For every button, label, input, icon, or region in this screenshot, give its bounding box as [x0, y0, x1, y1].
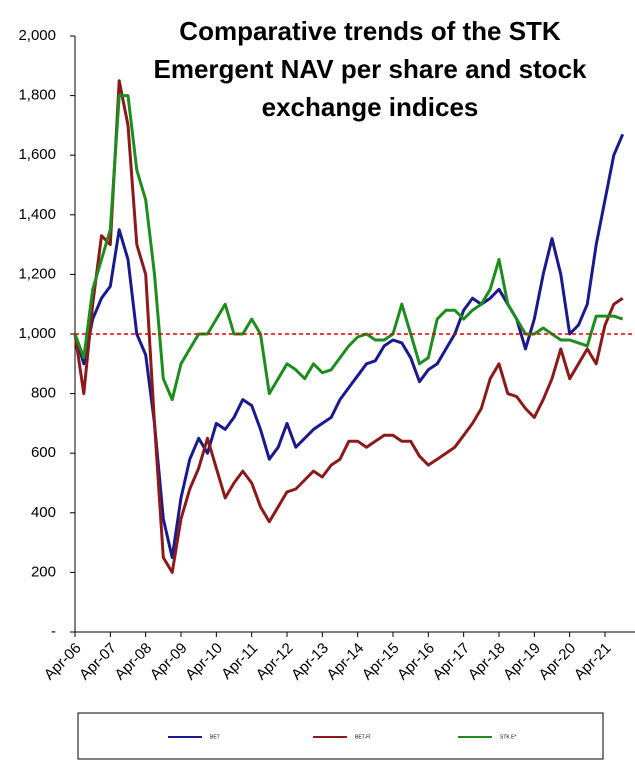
- x-tick-label: Apr-07: [76, 640, 120, 684]
- y-tick-label: 800: [31, 385, 56, 402]
- x-tick-label: Apr-19: [500, 640, 544, 684]
- series-line: [73, 133, 625, 559]
- y-tick-label: 1,200: [18, 265, 56, 282]
- y-tick-label: 2,000: [18, 27, 56, 44]
- x-tick-label: Apr-08: [111, 640, 155, 684]
- y-tick-label: 600: [31, 444, 56, 461]
- legend-label: BET: [210, 734, 220, 740]
- legend-label: BET-FI: [355, 734, 371, 740]
- series-line: [73, 94, 624, 402]
- y-tick-label: 400: [31, 504, 56, 521]
- y-tick-label: 200: [31, 563, 56, 580]
- x-tick-label: Apr-17: [429, 640, 473, 684]
- y-tick-label: 1,600: [18, 146, 56, 163]
- x-tick-label: Apr-21: [571, 640, 615, 684]
- y-tick-label: 1,400: [18, 206, 56, 223]
- x-tick-label: Apr-14: [323, 640, 367, 684]
- x-tick-label: Apr-11: [218, 640, 261, 683]
- x-tick-label: Apr-16: [394, 640, 438, 684]
- y-tick-label: -: [51, 623, 56, 640]
- y-tick-label: 1,000: [18, 325, 56, 342]
- legend-label: STK E*: [500, 734, 516, 740]
- x-tick-label: Apr-12: [253, 640, 297, 684]
- x-tick-label: Apr-20: [535, 640, 579, 684]
- series-line: [73, 79, 624, 574]
- y-tick-label: 1,800: [18, 87, 56, 104]
- x-tick-label: Apr-06: [41, 640, 85, 684]
- x-tick-label: Apr-18: [465, 640, 509, 684]
- x-tick-label: Apr-15: [359, 640, 403, 684]
- chart-title: Comparative trends of the STK Emergent N…: [153, 16, 587, 122]
- x-tick-label: Apr-10: [182, 640, 226, 684]
- x-tick-label: Apr-13: [288, 640, 332, 684]
- x-tick-label: Apr-09: [147, 640, 191, 684]
